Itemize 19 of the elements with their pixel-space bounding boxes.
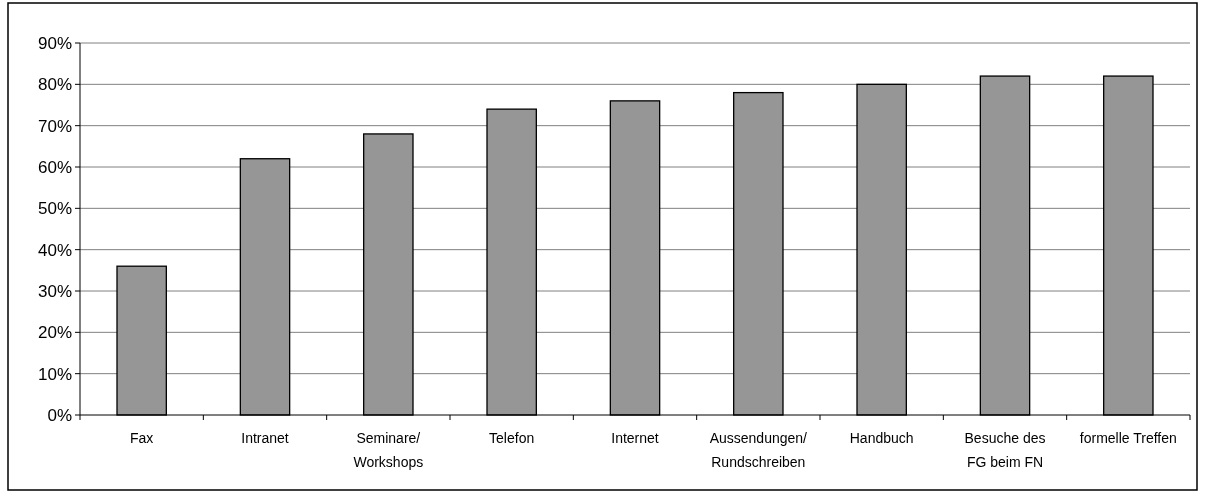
x-tick-label: Internet <box>611 430 659 446</box>
x-tick-label: Besuche des FG beim FN <box>964 430 1046 470</box>
x-tick-label: Intranet <box>241 430 289 446</box>
x-tick-label: formelle Treffen <box>1079 430 1177 446</box>
x-tick-label: Seminare/ Workshops <box>353 430 424 470</box>
y-tick-label: 10% <box>37 364 72 384</box>
x-tick-label: Telefon <box>489 430 535 446</box>
y-tick-label: 90% <box>37 33 72 53</box>
y-tick-label: 30% <box>37 281 72 301</box>
y-tick-label: 40% <box>37 240 72 260</box>
x-tick-label: Aussendungen/ Rundschreiben <box>709 430 808 470</box>
y-tick-label: 20% <box>37 323 72 343</box>
x-tick-label: Fax <box>129 430 154 446</box>
y-tick-label: 70% <box>37 116 72 136</box>
y-tick-label: 60% <box>37 157 72 177</box>
y-tick-label: 80% <box>37 75 72 95</box>
y-tick-label: 50% <box>37 199 72 219</box>
x-tick-label: Handbuch <box>849 430 914 446</box>
y-tick-label: 0% <box>47 405 72 425</box>
